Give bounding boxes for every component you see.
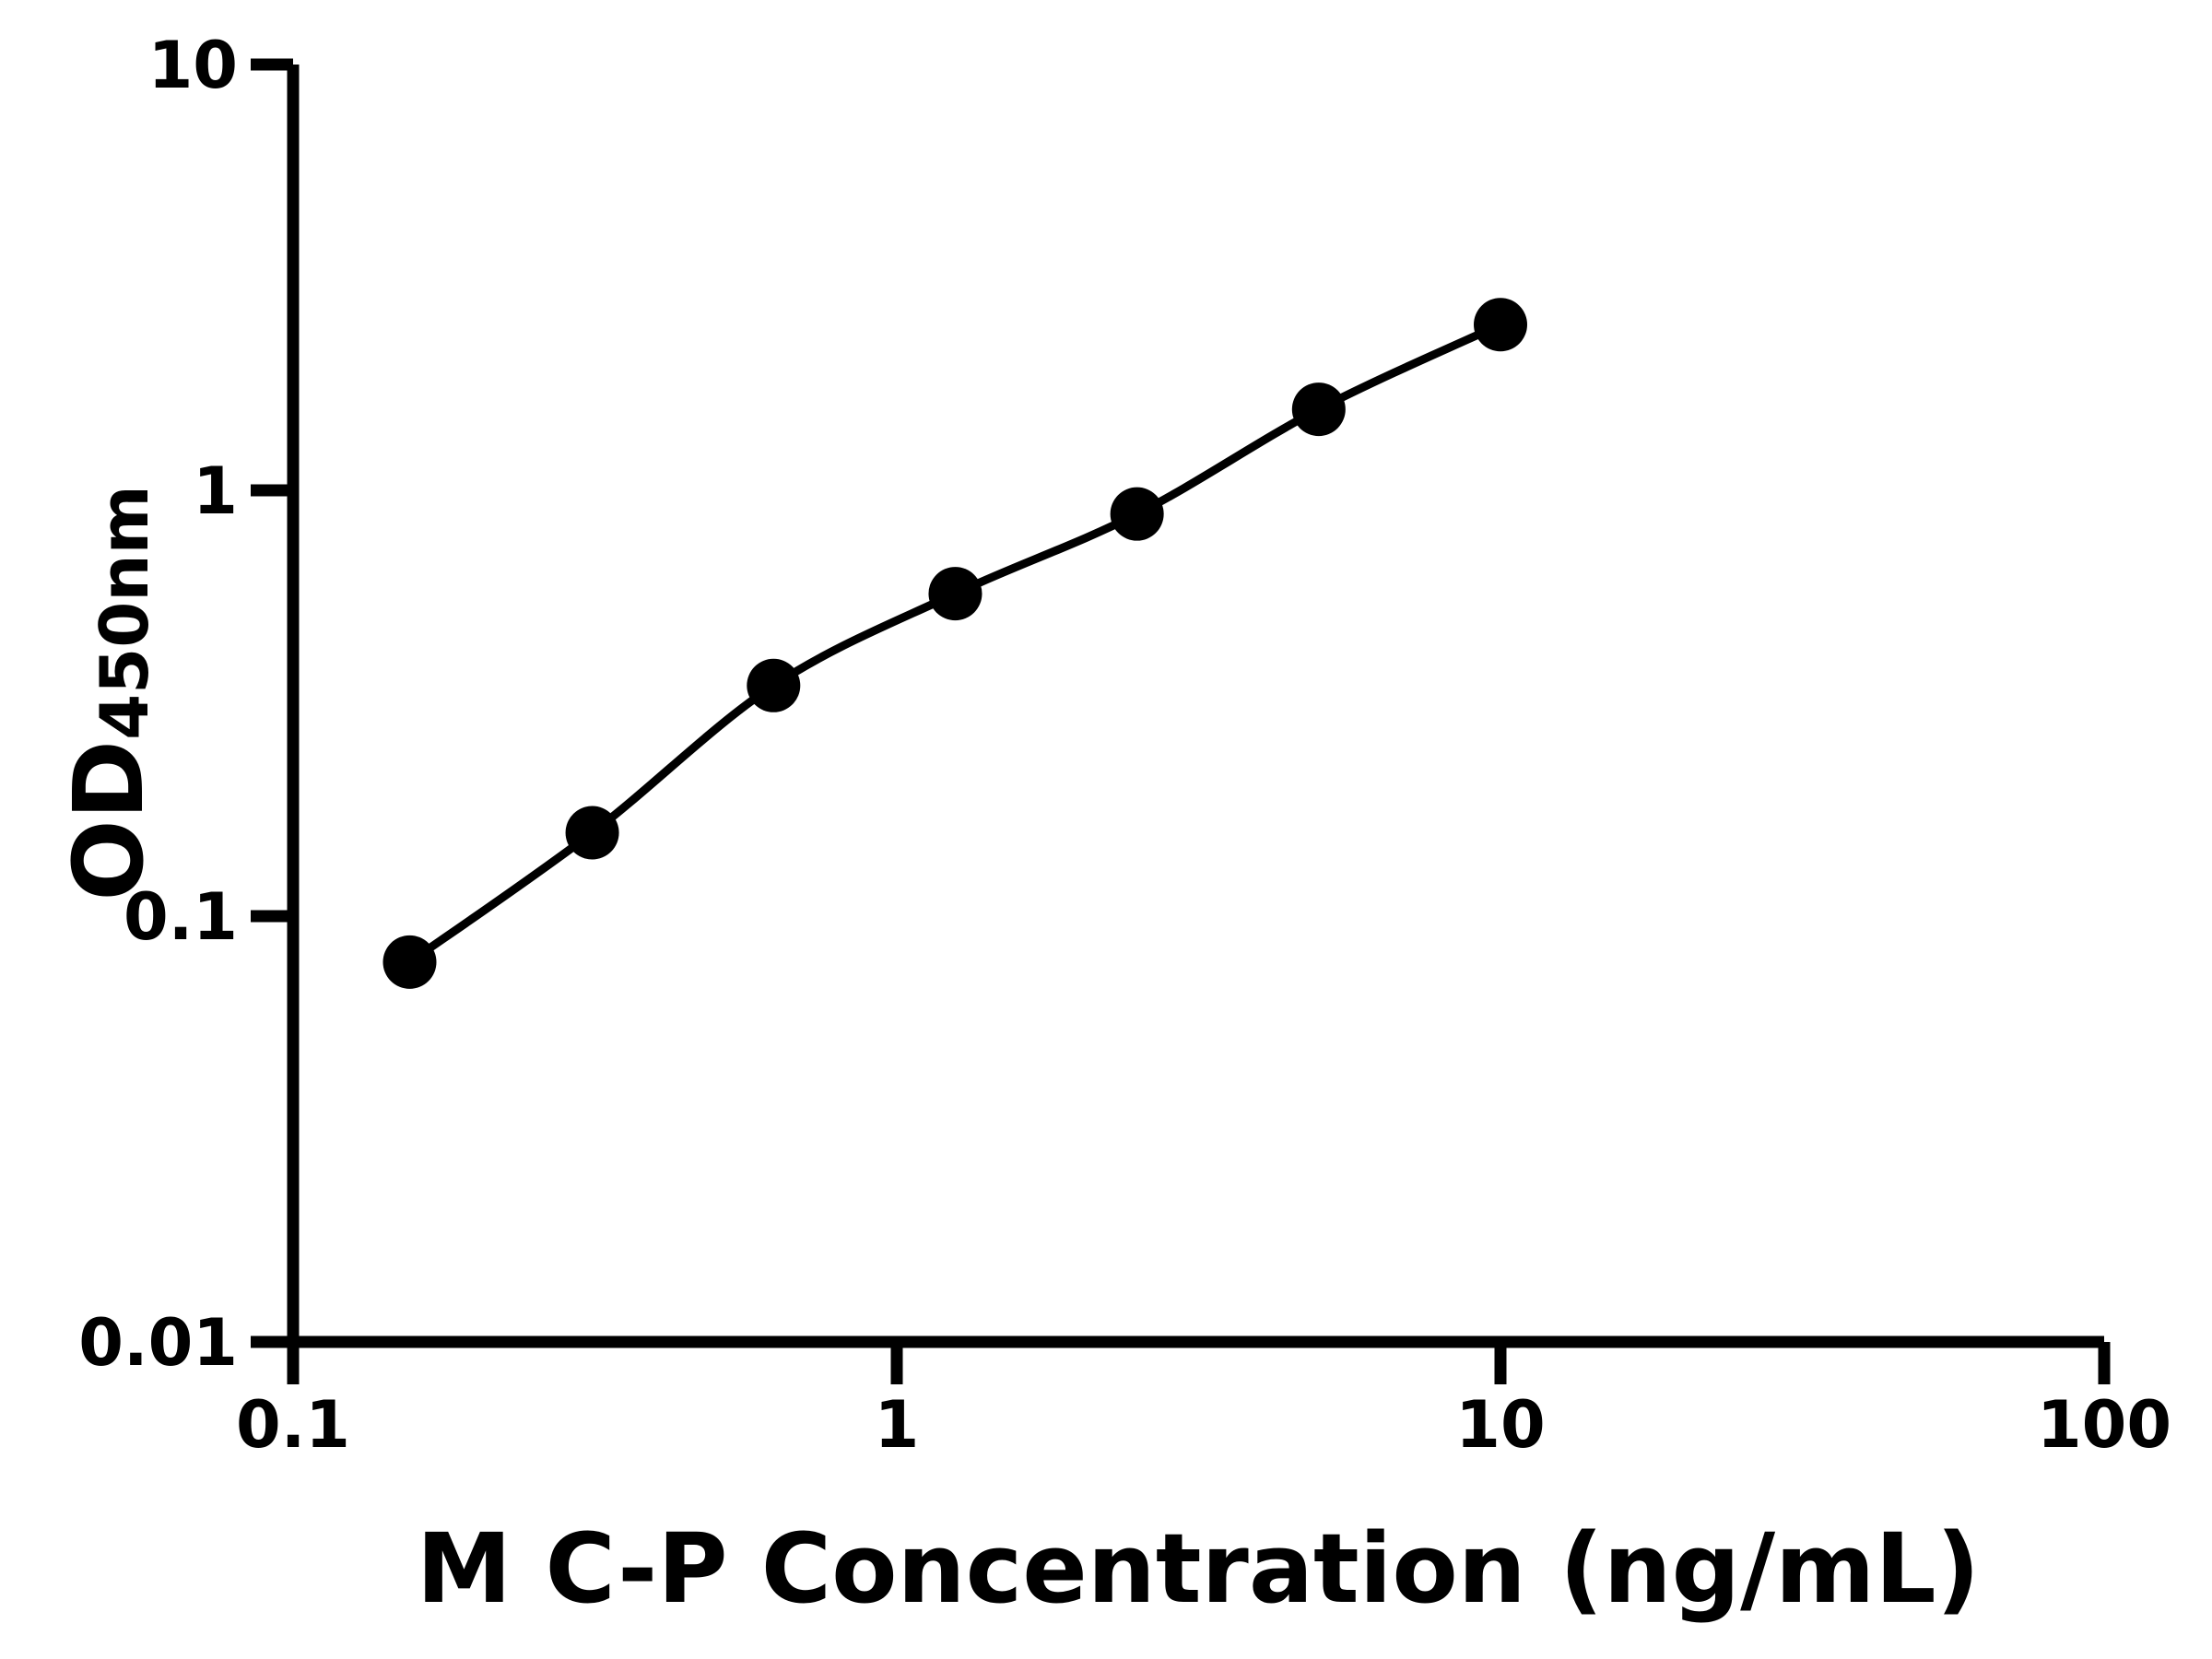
data-point-marker: [928, 567, 982, 621]
x-tick-label: 1: [875, 1387, 920, 1463]
y-axis-title-main: OD: [53, 739, 165, 901]
axis-spines: [287, 65, 2104, 1348]
y-tick-label: 1: [193, 453, 238, 529]
data-point-marker: [747, 658, 801, 712]
marker-layer: [382, 298, 1527, 989]
data-point-marker: [1291, 382, 1346, 437]
x-tick-label: 100: [2037, 1387, 2171, 1463]
y-tick-label: 0.1: [124, 879, 238, 955]
y-axis-title: OD450nm: [53, 485, 165, 900]
data-point-marker: [1110, 487, 1164, 541]
data-point-marker: [382, 935, 437, 989]
x-tick-label: 0.1: [236, 1387, 350, 1463]
tick-layer: [251, 58, 2111, 1384]
axis-layer: [287, 65, 2104, 1348]
y-tick-label: 10: [148, 28, 238, 103]
data-point-marker: [565, 806, 619, 860]
y-tick-label: 0.01: [78, 1305, 238, 1381]
x-axis-title: M C-P Concentration (ng/mL): [416, 1512, 1981, 1625]
data-point-marker: [1474, 298, 1527, 352]
x-tick-label: 10: [1455, 1387, 1545, 1463]
y-axis-title-subscript: 450nm: [86, 485, 163, 740]
